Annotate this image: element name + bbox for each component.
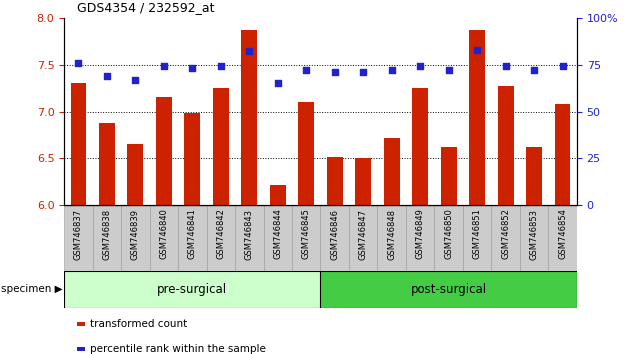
Text: GSM746846: GSM746846 <box>330 209 339 259</box>
Text: GSM746851: GSM746851 <box>472 209 481 259</box>
Bar <box>185 113 200 205</box>
Bar <box>549 205 577 271</box>
Text: GSM746845: GSM746845 <box>302 209 311 259</box>
Bar <box>555 104 570 205</box>
Bar <box>406 205 435 271</box>
Point <box>102 73 112 79</box>
Text: GSM746852: GSM746852 <box>501 209 510 259</box>
Bar <box>492 205 520 271</box>
Point <box>415 64 426 69</box>
Bar <box>270 185 286 205</box>
Point <box>501 64 511 69</box>
Text: GSM746844: GSM746844 <box>273 209 282 259</box>
Text: GSM746837: GSM746837 <box>74 209 83 260</box>
Text: GDS4354 / 232592_at: GDS4354 / 232592_at <box>77 1 215 14</box>
Bar <box>355 159 371 205</box>
Bar <box>242 30 257 205</box>
Bar <box>327 156 342 205</box>
Bar <box>526 147 542 205</box>
Text: GSM746841: GSM746841 <box>188 209 197 259</box>
Bar <box>498 86 513 205</box>
Bar <box>121 205 149 271</box>
Text: GSM746848: GSM746848 <box>387 209 396 259</box>
Point <box>558 64 568 69</box>
Bar <box>206 205 235 271</box>
Text: pre-surgical: pre-surgical <box>157 283 228 296</box>
Bar <box>320 271 577 308</box>
Point <box>215 64 226 69</box>
Point <box>159 64 169 69</box>
Text: GSM746838: GSM746838 <box>103 209 112 260</box>
Text: GSM746842: GSM746842 <box>216 209 225 259</box>
Text: transformed count: transformed count <box>90 319 187 329</box>
Bar <box>156 97 172 205</box>
Bar <box>520 205 549 271</box>
Text: post-surgical: post-surgical <box>411 283 487 296</box>
Bar <box>441 147 456 205</box>
Bar <box>99 123 115 205</box>
Text: GSM746850: GSM746850 <box>444 209 453 259</box>
Bar <box>213 88 229 205</box>
Text: GSM746839: GSM746839 <box>131 209 140 259</box>
Bar <box>378 205 406 271</box>
Text: specimen ▶: specimen ▶ <box>1 284 62 295</box>
Bar <box>469 30 485 205</box>
Point <box>444 67 454 73</box>
Text: GSM746854: GSM746854 <box>558 209 567 259</box>
Bar <box>149 205 178 271</box>
Point <box>358 69 369 75</box>
Point <box>73 60 83 65</box>
Point <box>472 47 482 52</box>
Bar <box>64 271 321 308</box>
Text: GSM746840: GSM746840 <box>160 209 169 259</box>
Bar <box>235 205 263 271</box>
Bar <box>299 102 314 205</box>
Point <box>130 77 140 82</box>
Bar <box>463 205 492 271</box>
Text: GSM746849: GSM746849 <box>416 209 425 259</box>
Text: GSM746853: GSM746853 <box>529 209 538 259</box>
Point <box>272 80 283 86</box>
Point <box>529 67 539 73</box>
Point <box>187 65 197 71</box>
Bar <box>412 88 428 205</box>
Bar <box>349 205 378 271</box>
Bar <box>128 144 143 205</box>
Text: GSM746847: GSM746847 <box>359 209 368 259</box>
Point <box>329 69 340 75</box>
Bar <box>64 205 92 271</box>
Text: GSM746843: GSM746843 <box>245 209 254 259</box>
Bar <box>384 138 399 205</box>
Point <box>301 67 312 73</box>
Point <box>387 67 397 73</box>
Text: percentile rank within the sample: percentile rank within the sample <box>90 344 265 354</box>
Bar <box>292 205 320 271</box>
Bar <box>263 205 292 271</box>
Point <box>244 48 254 54</box>
Bar <box>71 84 86 205</box>
Bar <box>92 205 121 271</box>
Bar <box>320 205 349 271</box>
Bar <box>178 205 206 271</box>
Bar <box>435 205 463 271</box>
